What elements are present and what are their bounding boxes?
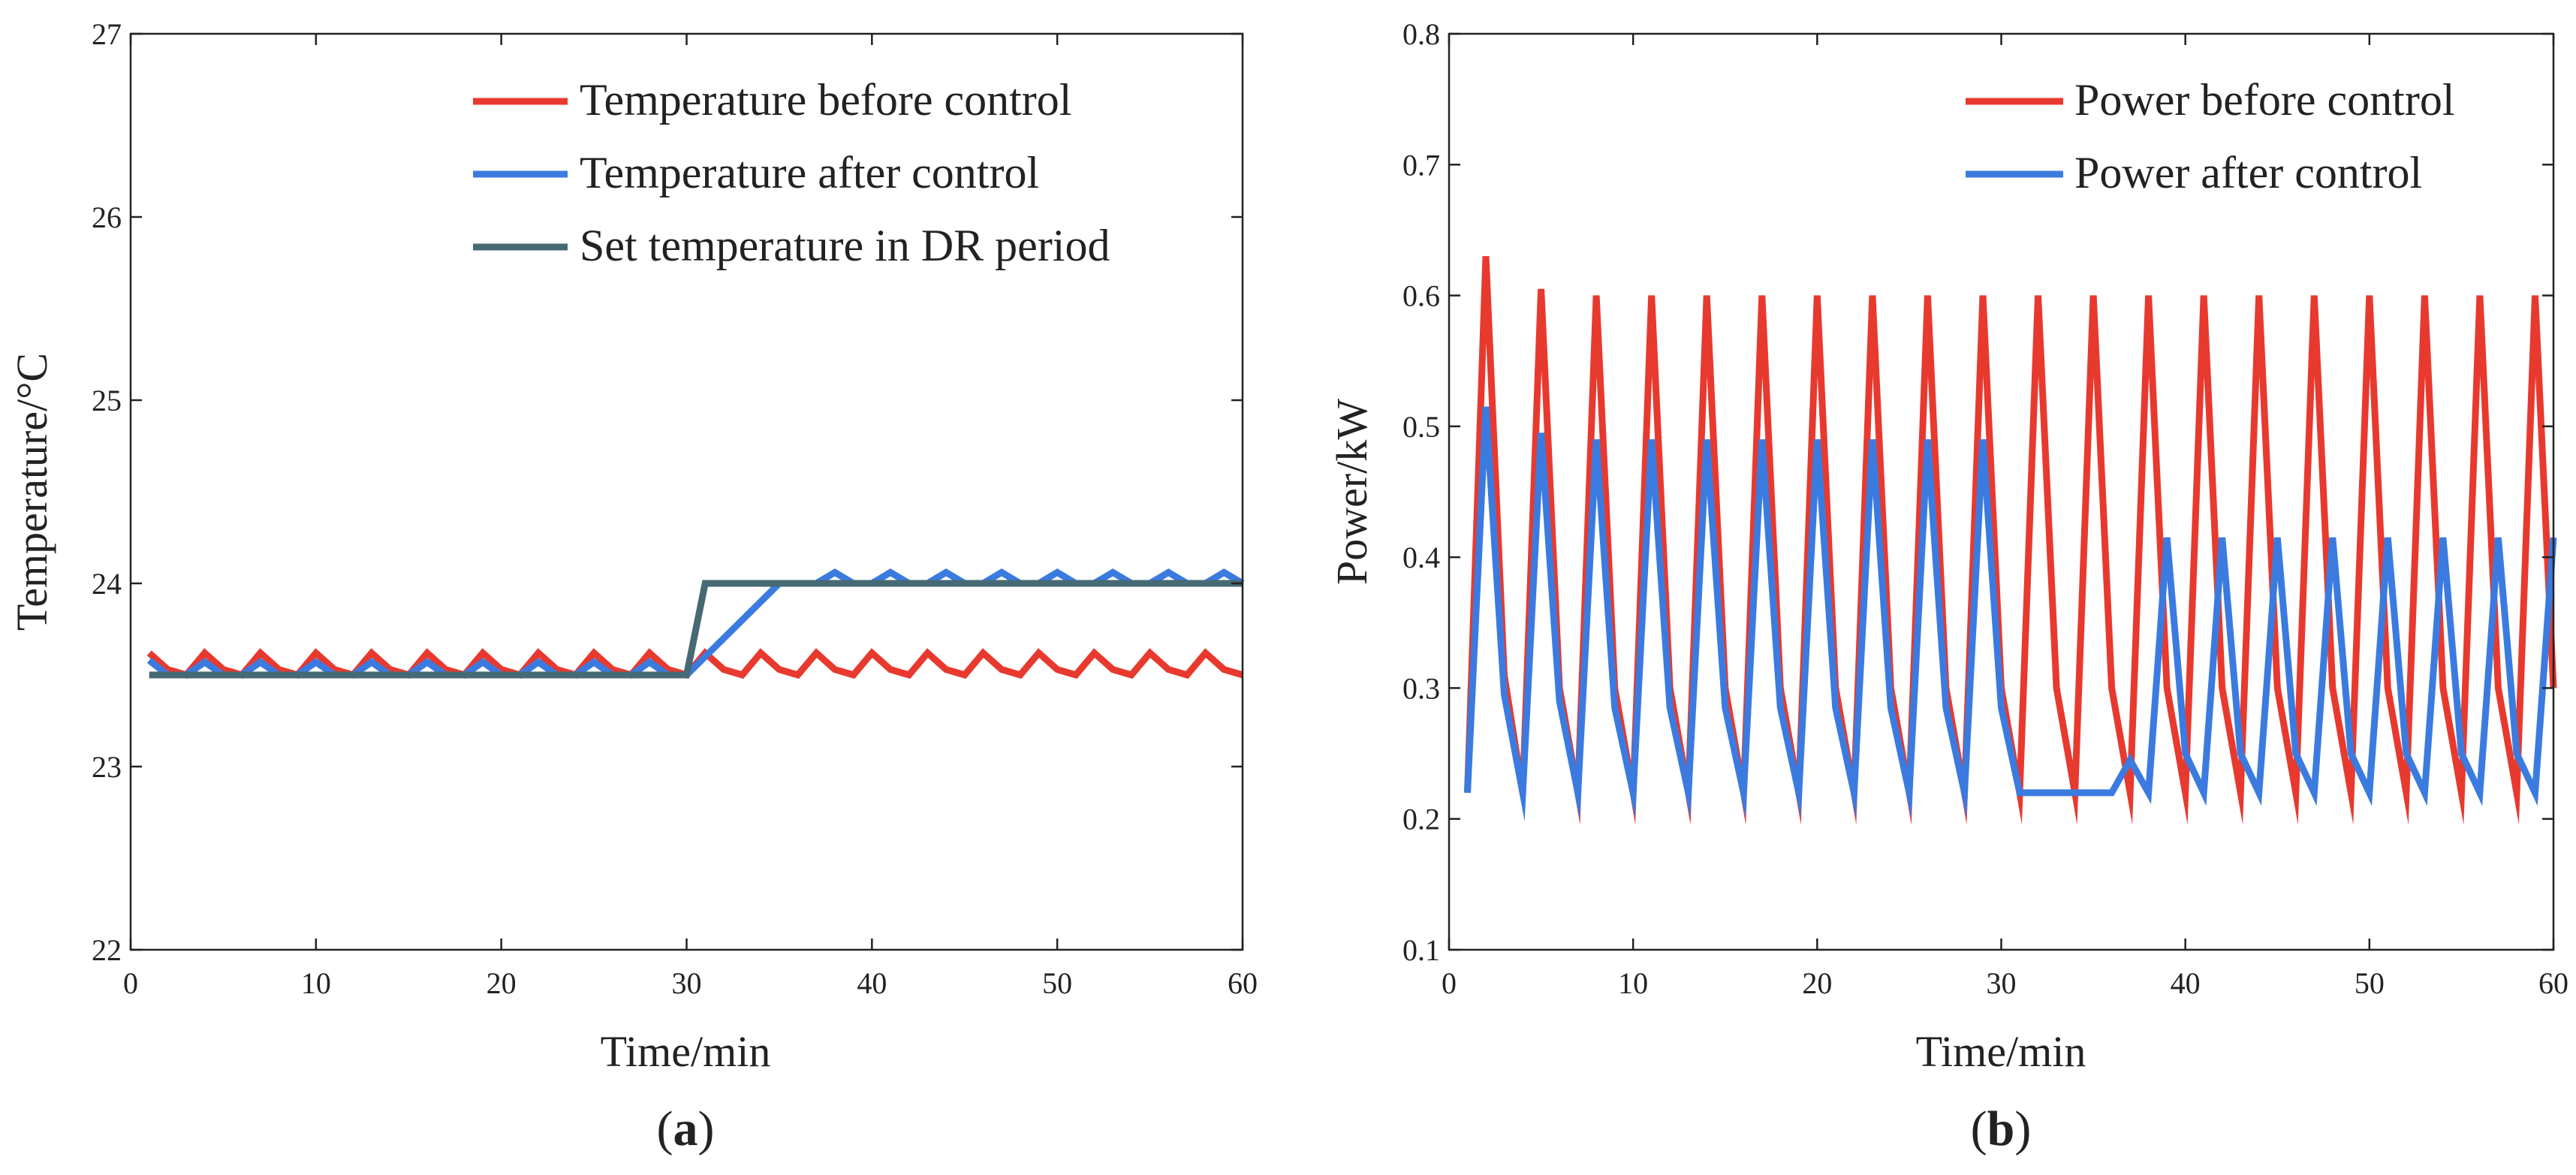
panel-a: Temperature/°C Time/min (a) Temperature … bbox=[8, 17, 1258, 1156]
ytick-label-a: 23 bbox=[92, 750, 122, 784]
xtick-label-b: 50 bbox=[2355, 966, 2385, 1000]
xtick-label-b: 10 bbox=[1618, 966, 1648, 1000]
xtick-label-a: 20 bbox=[487, 966, 517, 1000]
xtick-label-b: 60 bbox=[2538, 966, 2568, 1000]
series-line-b-1 bbox=[1464, 406, 2557, 821]
legend-b-label-1: Power after control bbox=[2074, 148, 2422, 197]
legend-b-label-0: Power before control bbox=[2074, 75, 2454, 125]
xtick-label-a: 10 bbox=[301, 966, 331, 1000]
panel-b-xlabel: Time/min bbox=[1916, 1027, 2086, 1076]
xtick-label-a: 0 bbox=[123, 966, 138, 1000]
ytick-label-a: 25 bbox=[92, 384, 122, 417]
xtick-label-b: 0 bbox=[1442, 966, 1457, 1000]
ytick-label-b: 0.5 bbox=[1402, 410, 1440, 444]
ytick-label-b: 0.2 bbox=[1402, 803, 1440, 836]
legend-a-label-1: Temperature after control bbox=[580, 148, 1039, 197]
panel-a-ylabel: Temperature/°C bbox=[8, 353, 56, 631]
ytick-label-b: 0.8 bbox=[1402, 17, 1440, 51]
ytick-label-a: 22 bbox=[92, 933, 122, 967]
ytick-label-a: 26 bbox=[92, 200, 122, 234]
ytick-label-b: 0.3 bbox=[1402, 671, 1440, 705]
ytick-label-b: 0.4 bbox=[1402, 541, 1440, 574]
xtick-label-b: 20 bbox=[1802, 966, 1832, 1000]
panel-a-caption: (a) bbox=[657, 1101, 715, 1156]
xtick-label-b: 40 bbox=[2171, 966, 2201, 1000]
ytick-label-b: 0.7 bbox=[1402, 148, 1440, 182]
xtick-label-a: 40 bbox=[857, 966, 887, 1000]
ytick-label-a: 27 bbox=[92, 17, 122, 51]
xtick-label-b: 30 bbox=[1987, 966, 2017, 1000]
panel-a-legend: Temperature before control Temperature a… bbox=[580, 75, 1110, 270]
panel-a-xlabel: Time/min bbox=[601, 1027, 771, 1076]
xtick-label-a: 60 bbox=[1228, 966, 1258, 1000]
ytick-label-b: 0.1 bbox=[1402, 933, 1440, 967]
ytick-label-a: 24 bbox=[92, 567, 122, 601]
legend-a-label-2: Set temperature in DR period bbox=[580, 221, 1110, 270]
ytick-label-b: 0.6 bbox=[1402, 279, 1440, 313]
xtick-label-a: 50 bbox=[1042, 966, 1072, 1000]
panel-b-caption: (b) bbox=[1971, 1101, 2032, 1156]
series-line-a-2 bbox=[149, 580, 1243, 679]
xtick-label-a: 30 bbox=[672, 966, 702, 1000]
series-line-b-0 bbox=[1464, 256, 2557, 825]
panel-b-ylabel: Power/kW bbox=[1327, 399, 1376, 585]
legend-a-label-0: Temperature before control bbox=[580, 75, 1071, 125]
panel-b-legend: Power before control Power after control bbox=[2074, 75, 2454, 197]
panel-b: Power/kW Time/min (b) Power before contr… bbox=[1327, 17, 2568, 1156]
